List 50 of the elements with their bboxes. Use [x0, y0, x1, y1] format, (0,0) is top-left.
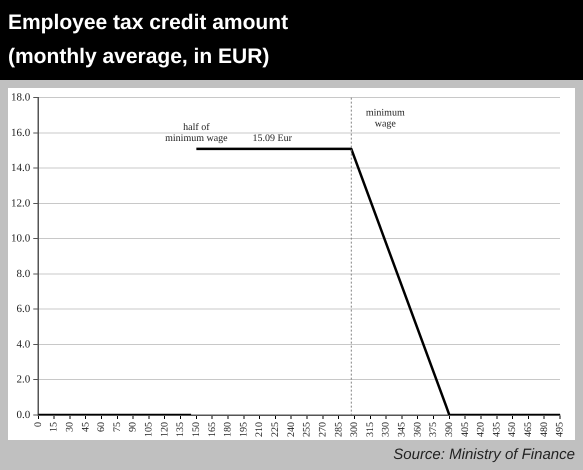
y-tick-label: 2.0: [16, 374, 31, 386]
x-tick-label: 285: [333, 422, 344, 437]
x-tick-label: 450: [507, 422, 518, 437]
x-tick-label: 180: [222, 422, 234, 437]
x-tick-label: 270: [317, 422, 328, 437]
x-tick-label: 480: [538, 422, 550, 437]
x-tick-label: 240: [286, 422, 297, 437]
y-tick-label: 0.0: [16, 408, 31, 421]
y-tick-label: 18.0: [11, 91, 31, 104]
x-tick-label: 390: [444, 422, 455, 437]
annotation: 15.09 Eur: [252, 132, 293, 144]
x-tick-label: 345: [396, 422, 408, 437]
y-tick-label: 12.0: [11, 197, 31, 210]
x-tick-label: 135: [175, 422, 186, 437]
x-tick-label: 105: [144, 422, 155, 437]
x-tick-label: 405: [460, 422, 471, 437]
y-tick-label: 4.0: [16, 338, 31, 350]
x-tick-label: 375: [428, 422, 440, 437]
x-tick-label: 210: [254, 422, 266, 437]
x-tick-label: 495: [554, 422, 566, 437]
x-tick-label: 330: [380, 422, 392, 437]
annotation: half of minimum wage: [165, 122, 228, 144]
x-tick-label: 420: [476, 422, 487, 437]
x-tick-label: 0: [32, 422, 44, 427]
x-tick-label: 15: [48, 422, 60, 432]
chart-title: Employee tax credit amount: [7, 10, 290, 36]
x-tick-label: 300: [349, 422, 360, 437]
x-tick-label: 465: [523, 422, 534, 437]
y-tick-label: 6.0: [16, 303, 31, 316]
x-tick-label: 45: [80, 422, 92, 432]
x-tick-label: 60: [96, 422, 108, 432]
x-tick-label: 435: [491, 422, 502, 437]
y-tick-label: 10.0: [11, 232, 31, 245]
x-tick-label: 75: [112, 422, 123, 432]
x-tick-label: 255: [302, 422, 313, 437]
chart-subtitle: (monthly average, in EUR): [7, 44, 270, 70]
x-tick-label: 195: [238, 422, 250, 437]
x-tick-label: 30: [64, 422, 76, 432]
x-tick-label: 360: [412, 422, 424, 437]
x-tick-label: 150: [190, 422, 202, 437]
y-tick-label: 8.0: [16, 268, 31, 280]
x-tick-label: 90: [128, 422, 139, 432]
x-tick-label: 225: [270, 422, 282, 437]
y-tick-label: 16.0: [11, 126, 31, 139]
x-tick-label: 120: [159, 422, 170, 437]
ref-line-label: minimum wage: [366, 108, 405, 130]
y-tick-label: 14.0: [11, 162, 31, 174]
x-tick-label: 165: [206, 422, 218, 437]
x-tick-label: 315: [364, 422, 376, 437]
source-note: Source: Ministry of Finance: [393, 446, 575, 463]
